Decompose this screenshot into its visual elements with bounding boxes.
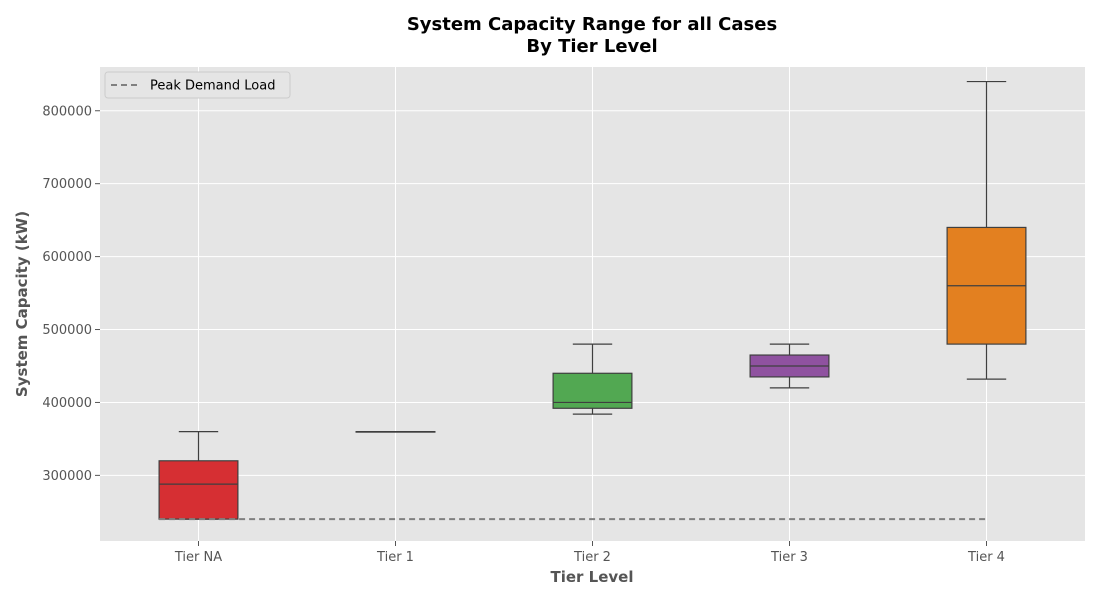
y-tick-label: 600000 xyxy=(42,250,92,265)
box-tier-3 xyxy=(749,343,830,389)
chart-title: System Capacity Range for all Cases xyxy=(407,14,777,35)
x-axis-label: Tier Level xyxy=(551,568,634,586)
box-tier-1 xyxy=(355,431,436,433)
x-tick-label: Tier NA xyxy=(174,550,222,565)
x-tick-label: Tier 1 xyxy=(376,550,414,565)
box-body xyxy=(158,460,239,520)
x-tick-label: Tier 4 xyxy=(967,550,1005,565)
box-tier-2 xyxy=(552,343,633,415)
box-tier-4 xyxy=(946,80,1027,380)
y-tick-label: 800000 xyxy=(42,104,92,119)
x-tick-label: Tier 3 xyxy=(770,550,808,565)
boxes xyxy=(158,80,1027,520)
legend: Peak Demand Load xyxy=(104,71,291,99)
y-tick-label: 700000 xyxy=(42,177,92,192)
y-axis-ticks: 300000 400000 500000 600000 700000 800000 xyxy=(42,104,100,484)
chart-subtitle: By Tier Level xyxy=(526,36,657,57)
y-axis-label: System Capacity (kW) xyxy=(13,211,31,397)
legend-label: Peak Demand Load xyxy=(150,79,275,94)
x-tick-label: Tier 2 xyxy=(573,550,611,565)
y-tick-label: 500000 xyxy=(42,323,92,338)
y-tick-label: 400000 xyxy=(42,396,92,411)
box-tier-na xyxy=(158,431,239,520)
y-tick-label: 300000 xyxy=(42,469,92,484)
legend-box xyxy=(104,71,291,99)
x-axis-ticks: Tier NA Tier 1 Tier 2 Tier 3 Tier 4 xyxy=(174,541,1005,565)
